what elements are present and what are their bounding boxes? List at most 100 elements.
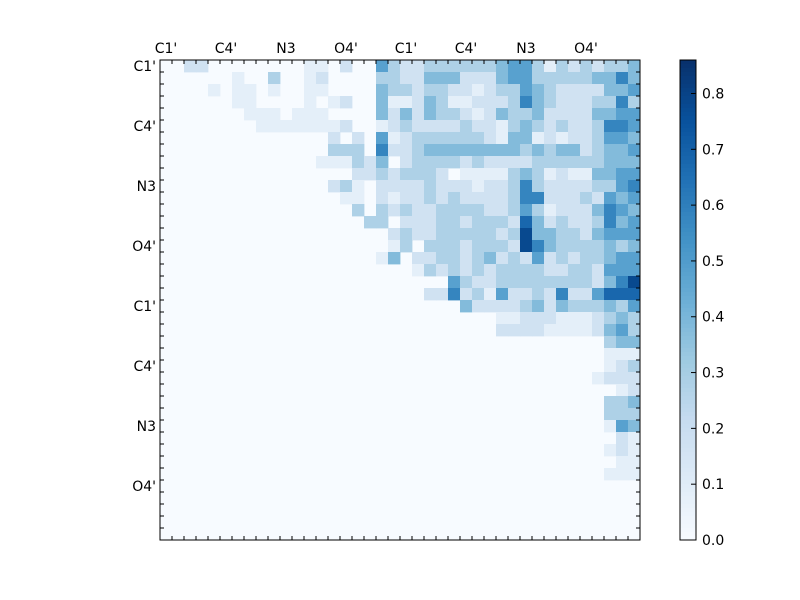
heatmap-cell: [508, 300, 521, 313]
heatmap-cell: [424, 180, 437, 193]
heatmap-cell: [580, 324, 593, 337]
heatmap-cell: [508, 276, 521, 289]
colorbar-segment: [680, 492, 696, 497]
y-tick-label: O4': [132, 239, 156, 255]
colorbar-segment: [680, 380, 696, 385]
heatmap-cell: [616, 276, 629, 289]
heatmap-cell: [604, 372, 617, 385]
heatmap-cell: [556, 216, 569, 229]
heatmap-cell: [604, 360, 617, 373]
heatmap-cell: [616, 132, 629, 145]
heatmap-cell: [580, 96, 593, 109]
heatmap-cell: [520, 324, 533, 337]
colorbar-tick-label: 0.6: [702, 198, 724, 214]
heatmap-cell: [544, 276, 557, 289]
heatmap-cell: [544, 72, 557, 85]
heatmap-cell: [580, 264, 593, 277]
heatmap-cell: [544, 216, 557, 229]
heatmap-cell: [532, 60, 545, 73]
heatmap-cell: [460, 300, 473, 313]
colorbar-segment: [680, 196, 696, 201]
heatmap-cell: [604, 240, 617, 253]
heatmap-cell: [556, 72, 569, 85]
heatmap-cell: [592, 96, 605, 109]
heatmap-cell: [616, 240, 629, 253]
heatmap-cell: [292, 108, 305, 121]
heatmap-cell: [628, 156, 641, 169]
heatmap-cell: [568, 228, 581, 241]
heatmap-cell: [544, 132, 557, 145]
heatmap-cell: [592, 300, 605, 313]
heatmap-cell: [460, 108, 473, 121]
heatmap-cell: [520, 228, 533, 241]
heatmap-cell: [496, 132, 509, 145]
heatmap-cell: [340, 96, 353, 109]
colorbar-segment: [680, 152, 696, 157]
colorbar-segment: [680, 140, 696, 145]
heatmap-cell: [616, 348, 629, 361]
heatmap-cell: [496, 204, 509, 217]
heatmap-cell: [616, 300, 629, 313]
heatmap-cell: [592, 264, 605, 277]
heatmap-cell: [604, 60, 617, 73]
heatmap-cell: [568, 264, 581, 277]
heatmap-cell: [400, 240, 413, 253]
heatmap-cell: [616, 444, 629, 457]
heatmap-cell: [592, 144, 605, 157]
heatmap-cell: [508, 252, 521, 265]
heatmap-cell: [580, 72, 593, 85]
heatmap-cell: [628, 204, 641, 217]
heatmap-cell: [568, 324, 581, 337]
colorbar-segment: [680, 488, 696, 493]
heatmap-cell: [544, 324, 557, 337]
heatmap-cell: [592, 132, 605, 145]
colorbar-segment: [680, 72, 696, 77]
x-tick-label: C4': [215, 41, 238, 57]
colorbar-segment: [680, 192, 696, 197]
heatmap-cell: [388, 72, 401, 85]
heatmap-cell: [520, 264, 533, 277]
heatmap-cell: [484, 252, 497, 265]
heatmap-cell: [496, 240, 509, 253]
heatmap-cell: [400, 192, 413, 205]
colorbar-tick-label: 0.2: [702, 421, 724, 437]
heatmap-cell: [628, 456, 641, 469]
heatmap-cell: [580, 168, 593, 181]
heatmap-cell: [256, 120, 269, 133]
heatmap-cell: [496, 288, 509, 301]
heatmap-cell: [604, 468, 617, 481]
heatmap-cell: [556, 300, 569, 313]
colorbar-segment: [680, 520, 696, 525]
y-tick-label: C4': [133, 119, 156, 135]
heatmap-cell: [604, 252, 617, 265]
heatmap-cell: [496, 252, 509, 265]
heatmap-cell: [304, 84, 317, 97]
heatmap-cell: [568, 84, 581, 97]
heatmap-cell: [484, 204, 497, 217]
heatmap-cells: [160, 60, 641, 540]
heatmap-cell: [628, 168, 641, 181]
heatmap-cell: [460, 228, 473, 241]
heatmap-cell: [484, 276, 497, 289]
heatmap-cell: [532, 312, 545, 325]
heatmap-cell: [604, 144, 617, 157]
colorbar: 0.0 0.1 0.2 0.3 0.4 0.5 0.6 0.7 0.8: [679, 59, 724, 549]
heatmap-cell: [376, 132, 389, 145]
heatmap-cell: [568, 72, 581, 85]
colorbar-segment: [680, 96, 696, 101]
colorbar-segment: [680, 412, 696, 417]
heatmap-cell: [556, 60, 569, 73]
heatmap-cell: [508, 228, 521, 241]
heatmap-cell: [628, 408, 641, 421]
heatmap-cell: [568, 240, 581, 253]
heatmap-cell: [628, 396, 641, 409]
heatmap-cell: [376, 168, 389, 181]
heatmap-cell: [472, 228, 485, 241]
heatmap-cell: [340, 156, 353, 169]
heatmap-cell: [460, 204, 473, 217]
heatmap-cell: [412, 180, 425, 193]
heatmap-cell: [604, 300, 617, 313]
heatmap-cell: [508, 96, 521, 109]
heatmap-cell: [232, 96, 245, 109]
heatmap-cell: [508, 312, 521, 325]
